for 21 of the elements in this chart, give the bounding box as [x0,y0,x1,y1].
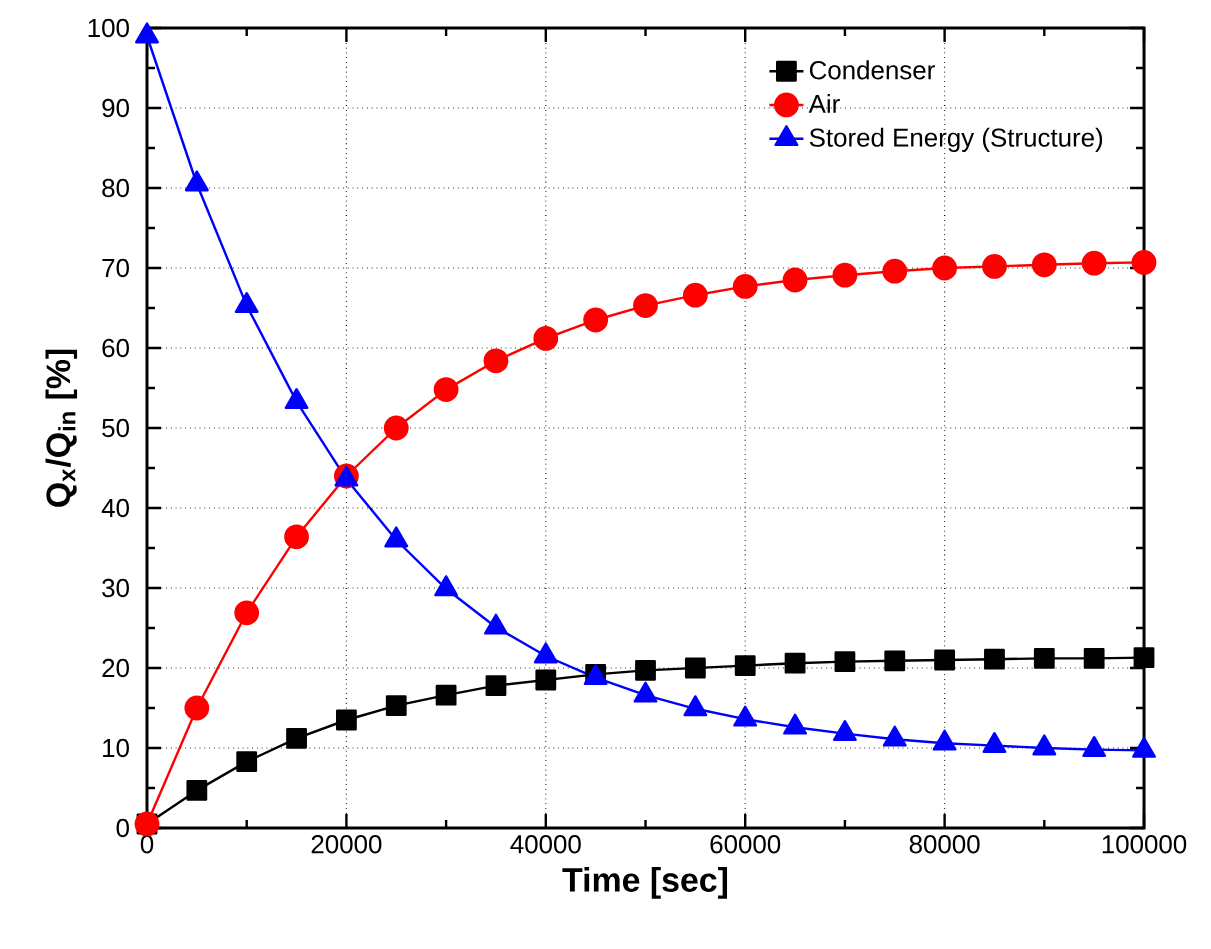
y-tick-label: 20 [102,658,129,678]
x-tick-label: 80000 [909,835,980,854]
y-tick-label: 100 [88,18,129,38]
x-tick-label: 40000 [510,835,581,854]
y-tick-label: 90 [102,98,129,118]
x-tick-label: 60000 [710,835,781,854]
legend-label: Air [808,94,840,113]
y-tick-label: 50 [102,418,129,438]
x-tick-label: 20000 [311,835,382,854]
y-tick-label: 30 [102,578,129,598]
y-axis-title: Q$_{x}$/Q$_{in}$ [%] [45,349,78,507]
y-tick-label: 10 [103,738,129,758]
x-tick-label: 100000 [1102,835,1187,854]
y-tick-label: 0 [116,818,129,838]
legend-label: Stored Energy (Structure) [809,127,1103,152]
y-tick-label: 40 [101,498,129,518]
legend-label: Condenser [809,60,935,80]
y-tick-label: 80 [102,178,129,198]
y-tick-label: 70 [102,258,129,278]
x-axis-title: Time [sec] [562,867,728,899]
y-tick-label: 60 [102,338,129,358]
